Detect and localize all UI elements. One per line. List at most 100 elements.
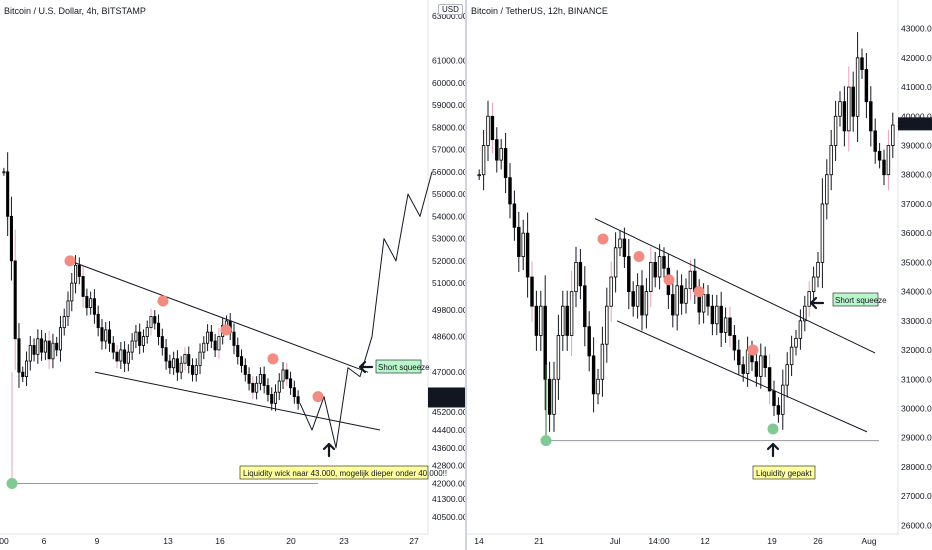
left-candle-body: [164, 347, 168, 362]
left-price-tag-value: 45908.50: [428, 388, 464, 398]
right-candle-body: [701, 294, 706, 313]
left-candle-body: [255, 382, 259, 393]
right-candle-body: [860, 57, 864, 70]
right-candle-body: [556, 335, 561, 380]
left-candle-body: [74, 264, 78, 284]
left-liquidity-label: Liquidity wick naar 43.000, mogelijk die…: [243, 469, 447, 478]
left-candle-body: [115, 351, 119, 362]
left-candle-body: [13, 260, 17, 340]
right-candle-body: [732, 335, 737, 351]
right-x-tick-label: 19: [767, 536, 777, 546]
right-candle-body: [525, 232, 530, 278]
left-red-dot-marker: [220, 324, 232, 336]
left-y-tick-label: 40500.00: [432, 512, 465, 522]
right-candle-body: [745, 349, 750, 374]
right-green-dot-marker: [540, 435, 552, 447]
left-candle-body: [217, 336, 221, 351]
right-liquidity-label: Liquidity gepakt: [756, 469, 812, 478]
right-y-tick-label: 27000.00: [901, 491, 932, 501]
left-candle-body: [47, 340, 51, 360]
left-candle-body: [266, 385, 270, 395]
left-price-tag: [428, 387, 465, 408]
left-y-tick-label: 41300.00: [432, 494, 465, 504]
right-chart-panel[interactable]: 43000.00 42000.00 41000.00 40000.00 39000.00…: [467, 0, 932, 550]
left-chart-panel[interactable]: 63000.00 61000.00 60000.00 59000.00 58000.00…: [0, 0, 465, 550]
right-y-tick-label: 31000.00: [901, 374, 932, 384]
left-candle-body: [243, 365, 247, 375]
left-candle-body: [32, 345, 36, 355]
right-candle-body: [631, 291, 635, 307]
right-candle-body: [679, 285, 684, 304]
left-candle-body: [6, 171, 10, 217]
left-candle-body: [172, 358, 176, 369]
left-candle-body: [202, 342, 206, 353]
right-candle-body: [521, 232, 525, 257]
left-y-tick-label: 59000.00: [432, 100, 465, 110]
left-candle-body: [130, 340, 134, 353]
left-candle-body: [119, 349, 123, 362]
left-chart-svg[interactable]: 63000.00 61000.00 60000.00 59000.00 58000.00…: [0, 0, 465, 550]
currency-badge[interactable]: USD: [438, 4, 463, 15]
left-x-tick-label: 6: [42, 536, 47, 546]
right-y-tick-label: 28000.00: [901, 462, 932, 472]
left-candle-body: [175, 358, 179, 373]
right-liquidity-label-box: [752, 465, 816, 480]
left-candle-body: [157, 322, 161, 337]
right-candle-body: [754, 361, 759, 377]
right-candle-body: [877, 150, 882, 161]
right-y-tick-label: 32000.00: [901, 345, 932, 355]
right-y-tick-label: 43000.00: [901, 24, 932, 34]
right-red-dot-marker: [597, 233, 609, 245]
left-candle-body: [51, 342, 55, 360]
right-candle-body: [481, 145, 486, 176]
left-y-tick-label: 58000.00: [432, 122, 465, 132]
right-x-tick-label: 14:00: [648, 536, 670, 546]
right-candle-body: [495, 139, 499, 161]
right-candle-body: [543, 305, 547, 380]
right-red-dot-marker: [663, 274, 675, 286]
left-short-squeeze-label-box: [375, 359, 422, 374]
left-projection-path: [299, 171, 433, 449]
right-candle-body: [759, 355, 763, 377]
left-upper-trendline: [69, 260, 369, 373]
right-candle-body: [781, 384, 785, 415]
left-lower-trendline: [94, 371, 381, 431]
right-candle-body: [618, 238, 622, 249]
right-candle-body: [591, 355, 596, 395]
right-candle-body: [767, 367, 772, 392]
left-red-dot-marker: [267, 353, 279, 365]
left-candle-body: [183, 353, 187, 364]
left-candle-body: [141, 336, 145, 346]
right-candle-body: [600, 343, 605, 380]
left-candle-body: [36, 338, 40, 355]
right-candle-body: [574, 261, 578, 293]
left-candle-body: [247, 373, 251, 384]
right-chart-svg[interactable]: 43000.00 42000.00 41000.00 40000.00 39000.00…: [467, 0, 932, 550]
left-y-tick-label: 44400.00: [432, 425, 465, 435]
left-y-tick-label: 48600.00: [432, 332, 465, 342]
left-candle-body: [198, 351, 202, 366]
right-candle-body: [816, 261, 820, 278]
right-price-tag-value: 39723.18: [897, 119, 932, 129]
left-candle-body: [24, 360, 29, 378]
right-y-tick-label: 29000.00: [901, 433, 932, 443]
left-candle-body: [292, 387, 296, 398]
left-y-tick-label: 56000.00: [432, 167, 465, 177]
right-candle-body: [873, 130, 877, 152]
left-candle-body: [289, 378, 293, 389]
left-candle-body: [160, 336, 164, 349]
left-candle-body: [209, 331, 213, 342]
left-candle-body: [138, 331, 142, 346]
right-candle-body: [825, 174, 829, 205]
right-y-tick-label: 36000.00: [901, 228, 932, 238]
right-candle-body: [776, 405, 781, 415]
right-candle-body: [829, 145, 833, 176]
left-candle-body: [190, 365, 195, 375]
right-candle-body: [565, 305, 569, 336]
left-candle-body: [270, 394, 274, 404]
left-x-tick-label: 27: [409, 536, 419, 546]
left-red-dot-marker: [64, 255, 76, 267]
right-y-tick-label: 26000.00: [901, 520, 932, 530]
right-candle-body: [605, 305, 609, 345]
right-y-tick-label: 35000.00: [901, 257, 932, 267]
